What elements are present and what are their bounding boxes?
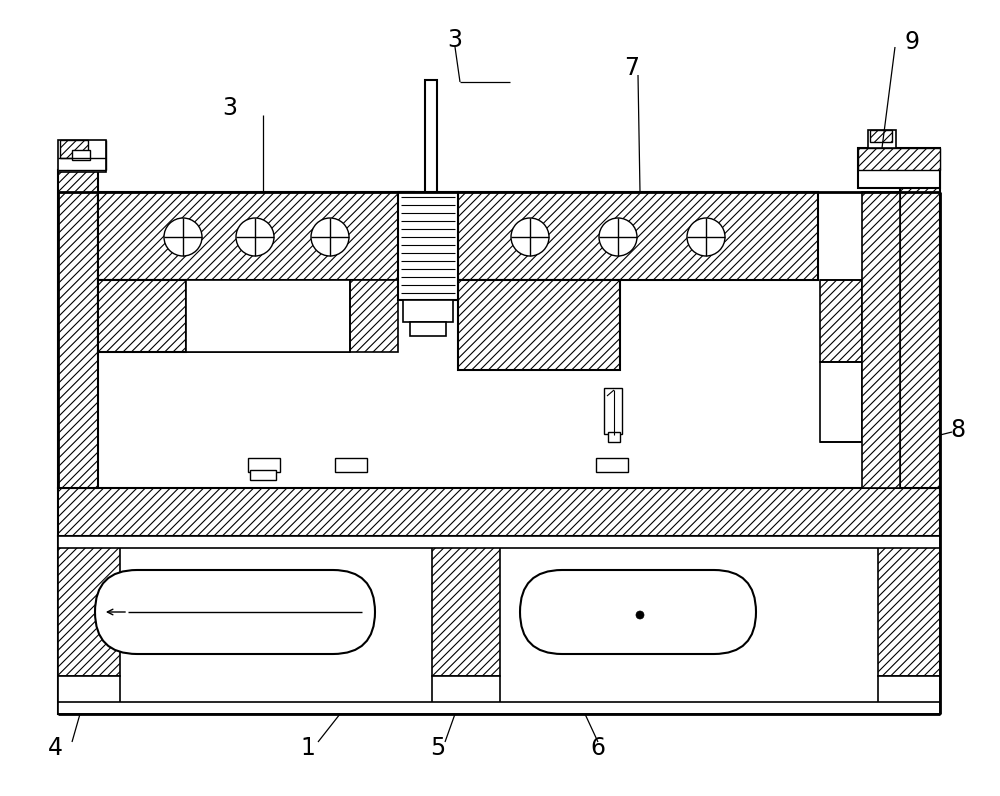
Bar — [596, 458, 628, 472]
Text: 1: 1 — [301, 736, 315, 760]
Bar — [58, 702, 940, 714]
Bar — [878, 536, 940, 676]
Bar — [98, 192, 414, 280]
Bar — [60, 140, 88, 158]
Text: 6: 6 — [590, 736, 606, 760]
Circle shape — [311, 218, 349, 256]
Bar — [820, 362, 862, 442]
Bar — [58, 488, 940, 536]
FancyBboxPatch shape — [95, 570, 375, 654]
Circle shape — [687, 218, 725, 256]
Text: 3: 3 — [222, 96, 238, 120]
Bar — [72, 150, 90, 160]
Text: 8: 8 — [950, 418, 966, 442]
Bar — [562, 570, 714, 654]
Bar — [432, 536, 500, 676]
FancyBboxPatch shape — [520, 570, 756, 654]
Bar — [58, 676, 120, 714]
Text: 9: 9 — [904, 30, 920, 54]
Bar — [248, 458, 280, 472]
Text: 7: 7 — [624, 56, 640, 80]
Bar — [878, 676, 940, 714]
Bar — [432, 676, 500, 714]
Bar — [900, 170, 940, 488]
Text: 4: 4 — [48, 736, 62, 760]
Bar — [398, 192, 458, 300]
Circle shape — [511, 218, 549, 256]
Bar — [58, 536, 940, 548]
Bar — [410, 322, 446, 336]
Circle shape — [636, 611, 644, 619]
Bar — [137, 570, 333, 654]
Bar — [403, 300, 453, 322]
Text: 5: 5 — [430, 736, 446, 760]
Polygon shape — [350, 280, 398, 352]
Bar — [608, 432, 620, 442]
Bar — [862, 192, 900, 488]
Bar — [820, 280, 862, 362]
Text: 3: 3 — [448, 28, 462, 52]
Polygon shape — [186, 280, 350, 352]
Bar — [335, 458, 367, 472]
Bar — [58, 536, 120, 676]
Circle shape — [236, 218, 274, 256]
Bar — [58, 140, 106, 172]
Polygon shape — [186, 280, 350, 352]
Bar — [870, 130, 892, 142]
Bar — [858, 148, 940, 170]
Bar — [458, 280, 620, 370]
Circle shape — [599, 218, 637, 256]
Bar — [58, 170, 98, 488]
Bar — [858, 148, 940, 188]
Bar — [458, 192, 818, 280]
Bar — [250, 470, 276, 480]
Circle shape — [164, 218, 202, 256]
Bar — [604, 388, 622, 434]
Bar — [425, 80, 437, 192]
Bar — [98, 280, 186, 352]
Bar — [58, 536, 940, 714]
Bar — [868, 130, 896, 148]
